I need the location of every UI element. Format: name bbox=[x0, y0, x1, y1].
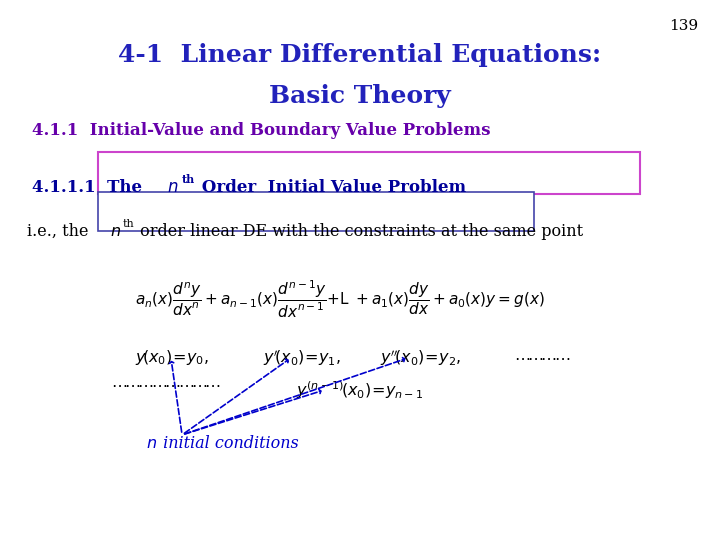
Text: i.e., the: i.e., the bbox=[27, 222, 94, 240]
Text: $y\!\left(x_0\right)\!=\!y_0,$: $y\!\left(x_0\right)\!=\!y_0,$ bbox=[135, 348, 208, 367]
Text: 4.1.1.1  The: 4.1.1.1 The bbox=[32, 179, 148, 196]
Text: 139: 139 bbox=[670, 19, 698, 33]
Text: 4-1  Linear Differential Equations:: 4-1 Linear Differential Equations: bbox=[118, 43, 602, 67]
Text: $y'\!\left(x_0\right)\!=\!y_1,$: $y'\!\left(x_0\right)\!=\!y_1,$ bbox=[263, 348, 341, 368]
Text: th: th bbox=[122, 219, 134, 229]
Text: $\cdots\!\cdots\!\cdots\!\cdots\!\cdots\!\cdots\!\cdots\!\cdots$: $\cdots\!\cdots\!\cdots\!\cdots\!\cdots\… bbox=[111, 377, 221, 393]
FancyBboxPatch shape bbox=[99, 192, 534, 231]
FancyBboxPatch shape bbox=[99, 152, 639, 194]
Text: order linear DE with the constraints at the same point: order linear DE with the constraints at … bbox=[135, 222, 583, 240]
Text: $y^{(n-1)}\!\left(x_0\right)\!=\!y_{n-1}$: $y^{(n-1)}\!\left(x_0\right)\!=\!y_{n-1}… bbox=[297, 379, 424, 401]
Text: 4.1.1  Initial-Value and Boundary Value Problems: 4.1.1 Initial-Value and Boundary Value P… bbox=[32, 122, 491, 139]
Text: $a_n\left(x\right)\dfrac{d^n y}{dx^n}+a_{n-1}\left(x\right)\dfrac{d^{n-1}y}{dx^{: $a_n\left(x\right)\dfrac{d^n y}{dx^n}+a_… bbox=[135, 279, 544, 320]
Text: th: th bbox=[181, 174, 194, 185]
Text: $\cdots\!\cdots\!\cdots\!\cdots$: $\cdots\!\cdots\!\cdots\!\cdots$ bbox=[514, 350, 570, 366]
Text: Basic Theory: Basic Theory bbox=[269, 84, 451, 107]
Text: $\mathit{n}$: $\mathit{n}$ bbox=[110, 222, 121, 240]
Text: Order  Initial Value Problem: Order Initial Value Problem bbox=[196, 179, 466, 196]
Text: $n$: $n$ bbox=[145, 436, 157, 451]
Text: $y''\!\left(x_0\right)\!=\!y_2,$: $y''\!\left(x_0\right)\!=\!y_2,$ bbox=[380, 348, 462, 368]
Text: $\mathit{n}$: $\mathit{n}$ bbox=[167, 179, 179, 196]
Text: initial conditions: initial conditions bbox=[158, 435, 299, 451]
